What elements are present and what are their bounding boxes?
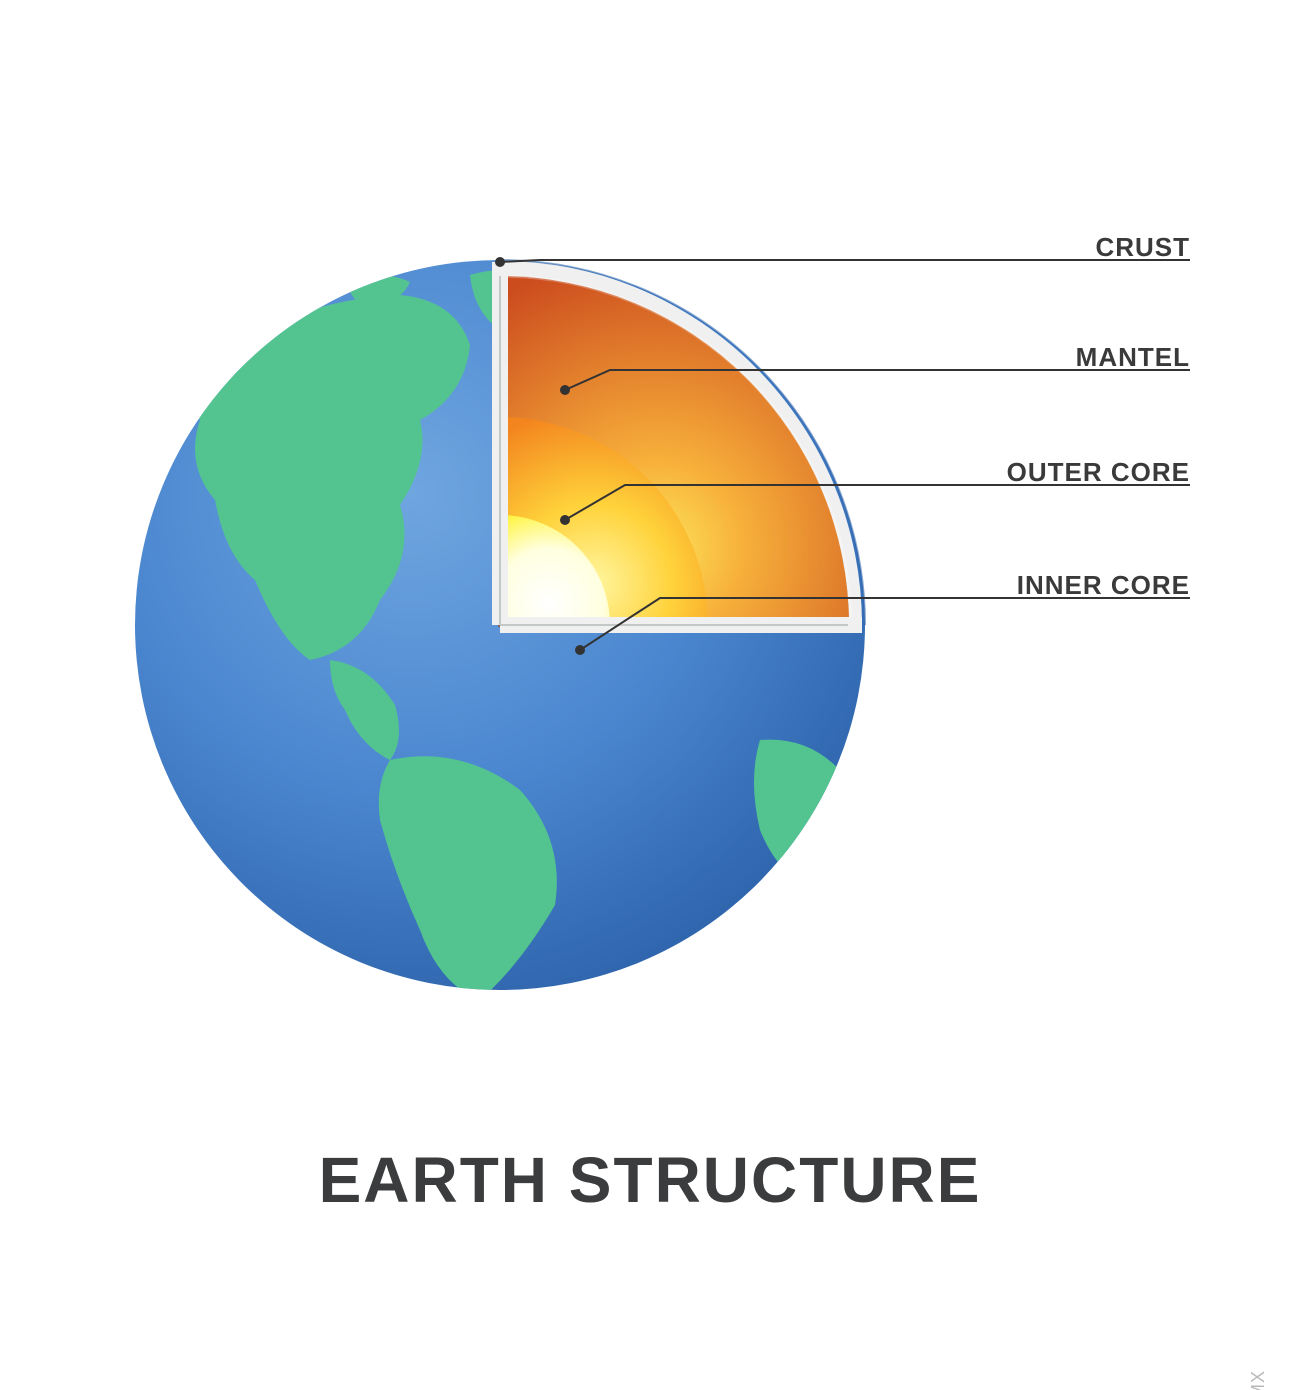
leader-dot-inner-core — [576, 646, 584, 654]
diagram-title: EARTH STRUCTURE — [0, 1143, 1300, 1217]
label-crust: CRUST — [0, 232, 1190, 263]
label-inner-core: INNER CORE — [0, 570, 1190, 601]
label-outer-core: OUTER CORE — [0, 457, 1190, 488]
leader-dot-outer-core — [561, 516, 569, 524]
watermark-line1: Image ID: 2G0RJMX — [1248, 1370, 1269, 1390]
watermark-line2: www.alamy.com — [1269, 1370, 1290, 1390]
leader-dot-mantel — [561, 386, 569, 394]
label-mantel: MANTEL — [0, 342, 1190, 373]
watermark: Image ID: 2G0RJMX www.alamy.com — [1248, 1370, 1290, 1390]
